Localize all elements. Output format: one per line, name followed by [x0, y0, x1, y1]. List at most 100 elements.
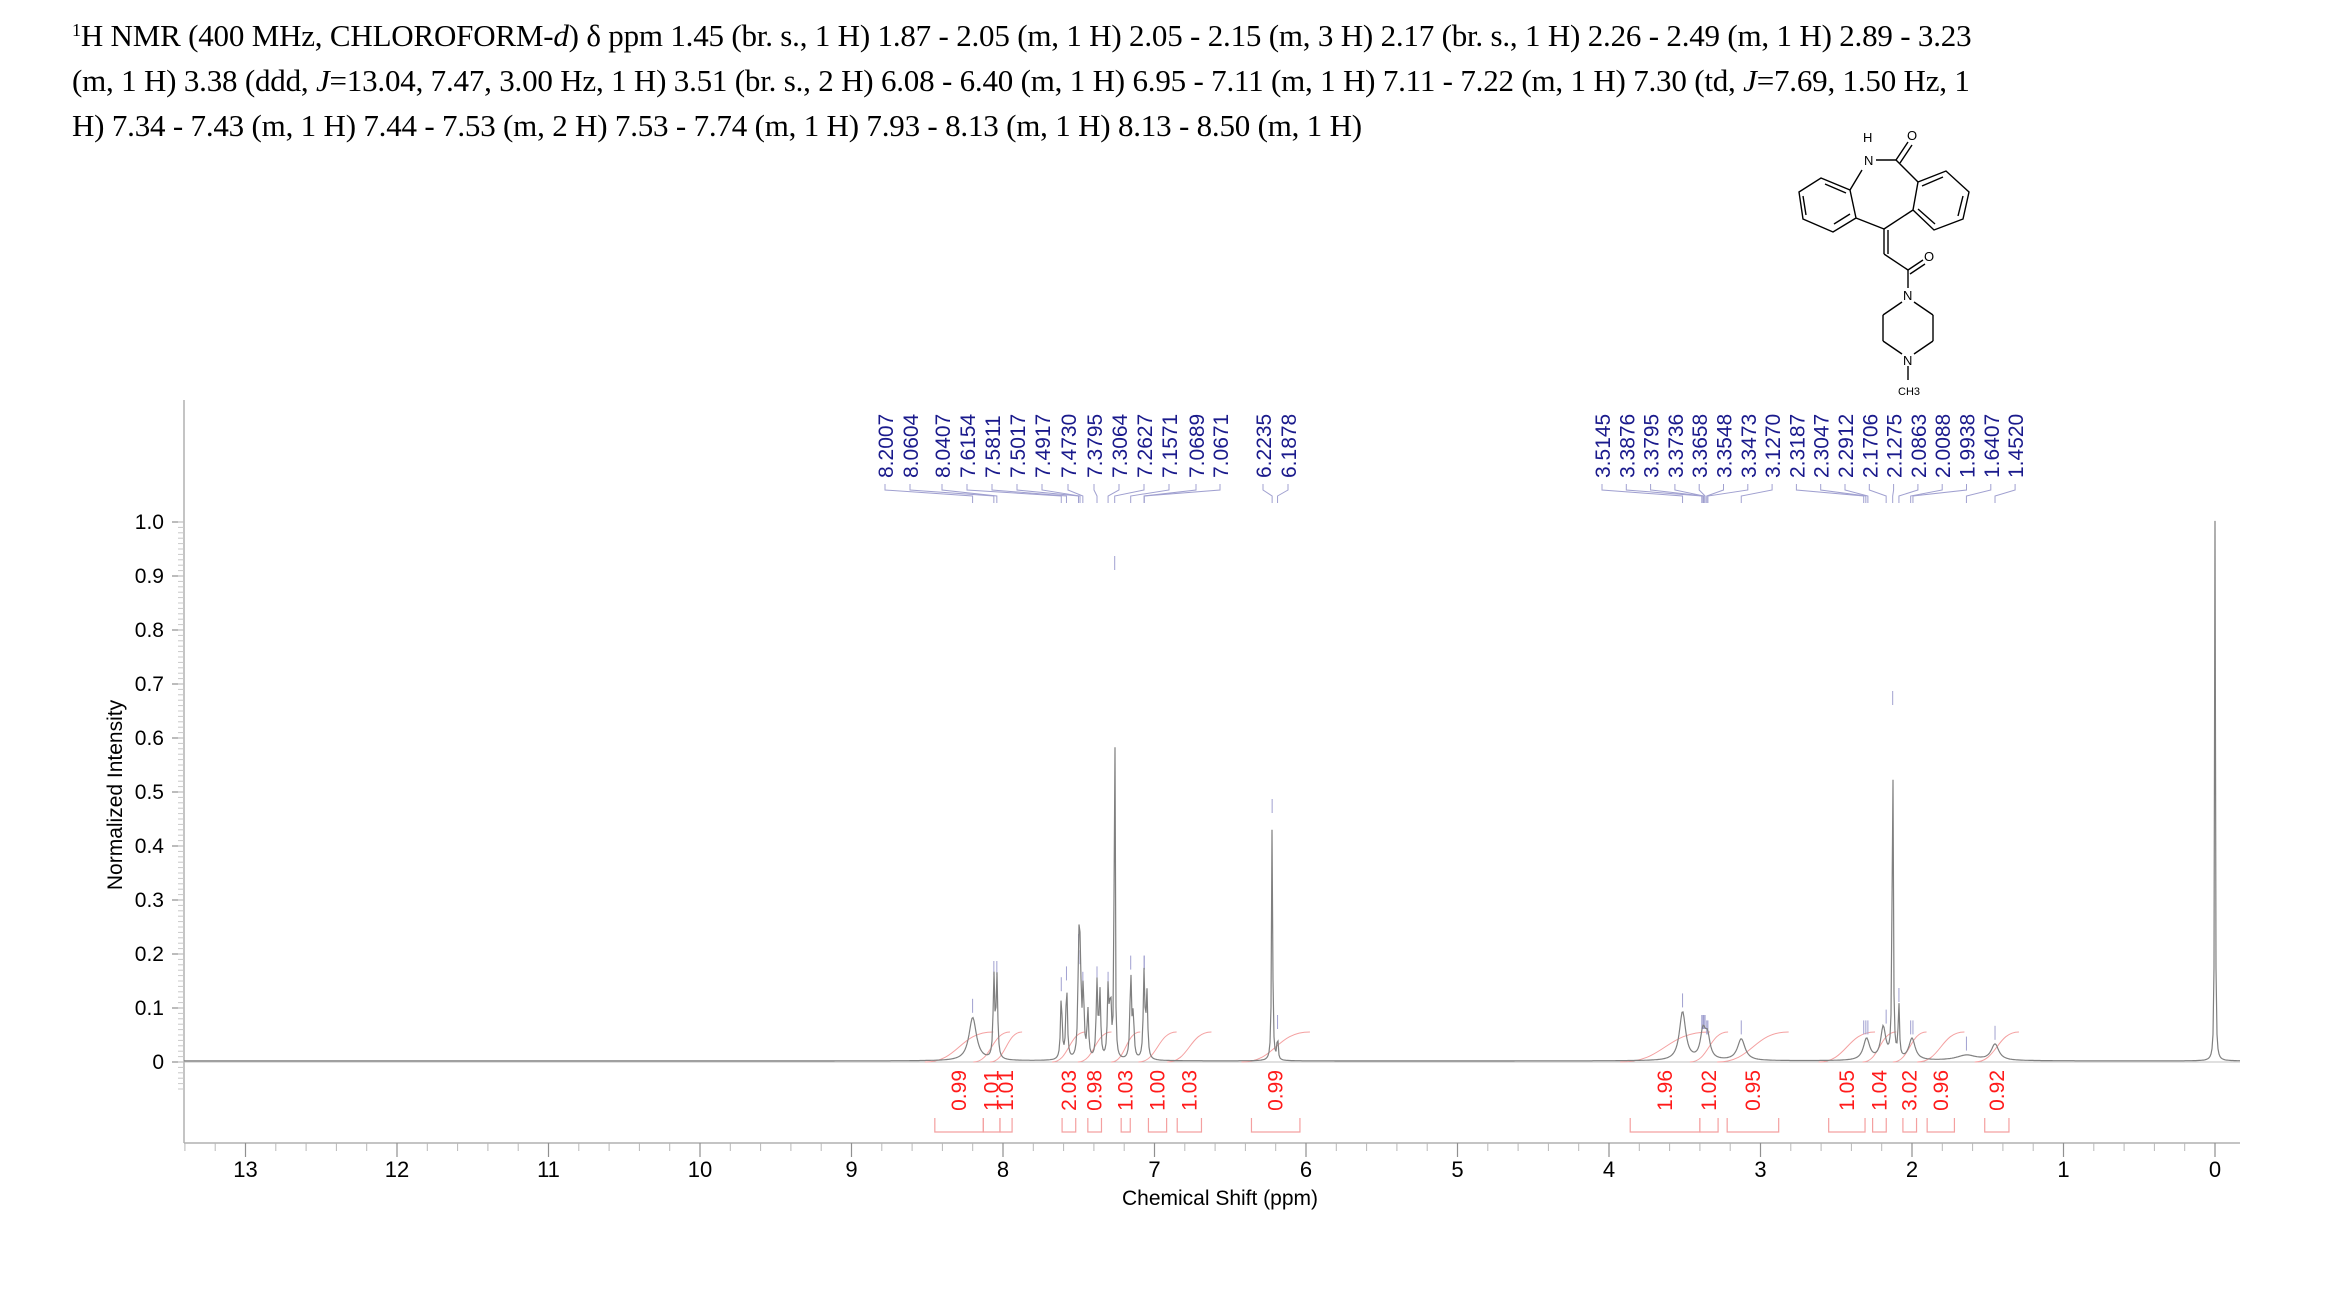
integral-region: 1.03 [1167, 1031, 1212, 1133]
peak-pick-leader [1130, 484, 1170, 503]
peak-pick-labels: 8.2007 8.0604 8.0407 7.6154 7.5811 7.5017 7.49… [875, 413, 2028, 1051]
chemical-structure: H N O O N N CH3 [1798, 128, 1970, 398]
peak-pick-leader [1892, 484, 1895, 503]
peak-pick-label: 3.1270 [1762, 414, 1785, 478]
integral-bracket [1629, 1118, 1701, 1133]
integral-curve [1138, 1031, 1177, 1063]
integral-value: 1.96 [1654, 1070, 1677, 1111]
integral-value: 1.01 [981, 1070, 1004, 1111]
integral-value: 0.99 [1265, 1070, 1288, 1111]
line1-prefix: H NMR (400 MHz, CHLOROFORM- [80, 18, 554, 53]
peak-pick-label: 7.3064 [1109, 413, 1132, 478]
x-tick-label: 6 [1300, 1157, 1312, 1182]
peak-pick-label: 7.2627 [1134, 414, 1157, 478]
integral-curve [1689, 1031, 1729, 1063]
peak-pick-label: 8.0407 [932, 414, 955, 478]
y-tick-label: 0.9 [135, 565, 164, 588]
x-axis-title: Chemical Shift (ppm) [1122, 1187, 1318, 1210]
line2-part-c: =7.69, 1.50 Hz, 1 [1756, 63, 1970, 98]
integral-curve [989, 1031, 1023, 1063]
nmr-description: 1H NMR (400 MHz, CHLOROFORM-d) δ ppm 1.4… [72, 8, 2272, 148]
peak-pick-leader [1625, 484, 1703, 503]
atom-h: H [1863, 130, 1872, 145]
integral-region: 1.03 [1111, 1031, 1141, 1133]
peak-pick-leader [1898, 484, 1919, 503]
integral-curve [1717, 1031, 1789, 1063]
integral-region: 1.02 [1689, 1031, 1729, 1133]
integral-region: 1.01 [989, 1031, 1023, 1133]
peak-pick-label: 7.6154 [957, 413, 980, 478]
peak-pick-label: 2.2912 [1835, 414, 1858, 478]
y-tick-label: 0.7 [135, 673, 164, 696]
peak-pick-leader [1107, 484, 1120, 503]
peak-pick-leader [1910, 484, 1943, 503]
integral-value: 1.04 [1868, 1070, 1891, 1111]
peak-pick-label: 3.3548 [1714, 414, 1737, 478]
integral-region: 1.00 [1138, 1031, 1177, 1133]
integral-value: 1.05 [1836, 1070, 1859, 1111]
integral-bracket [1061, 1118, 1077, 1133]
integral-region: 0.96 [1917, 1031, 1965, 1133]
peak-pick-leader [1820, 484, 1867, 503]
x-tick-label: 13 [233, 1157, 257, 1182]
line2-part-b: =13.04, 7.47, 3.00 Hz, 1 H) 3.51 (br. s.… [329, 63, 1744, 98]
integral-bracket [1828, 1118, 1866, 1133]
integral-bracket [1726, 1118, 1780, 1133]
peak-pick-label: 3.3658 [1689, 414, 1712, 478]
integral-region: 0.99 [1241, 1031, 1310, 1133]
peak-pick-leader [1041, 484, 1081, 503]
peak-pick-leader [1844, 484, 1869, 503]
integral-value: 0.96 [1930, 1070, 1953, 1111]
integral-region: 1.01 [973, 1031, 1011, 1133]
atom-n-piperazine-4: N [1903, 353, 1912, 368]
peak-pick-leader [1965, 484, 1992, 503]
peak-pick-label: 7.4730 [1058, 414, 1081, 478]
peak-pick-label: 8.0604 [900, 413, 923, 478]
integral-region: 3.02 [1892, 1031, 1927, 1133]
integral-bracket [1902, 1118, 1918, 1133]
peak-pick-label: 6.2235 [1253, 414, 1276, 478]
integral-bracket [999, 1118, 1013, 1133]
peak-pick-label: 3.3473 [1738, 414, 1761, 478]
peak-pick-label: 1.4520 [2005, 414, 2028, 478]
peak-pick-label: 1.9938 [1957, 414, 1980, 478]
peak-pick-leader [1868, 484, 1887, 503]
integral-value: 2.03 [1058, 1070, 1081, 1111]
peak-pick-label: 7.4917 [1032, 414, 1055, 478]
peak-pick-leader [1740, 484, 1773, 503]
integral-value: 1.01 [995, 1070, 1018, 1111]
nmr-description-line-2: (m, 1 H) 3.38 (ddd, J=13.04, 7.47, 3.00 … [72, 58, 2272, 103]
spectrum-trace [184, 520, 2240, 1062]
integral-bracket [1926, 1118, 1956, 1133]
x-tick-label: 10 [688, 1157, 712, 1182]
integral-value: 0.99 [948, 1070, 971, 1111]
peak-pick-leader [1277, 484, 1289, 503]
peak-pick-label: 3.3736 [1665, 414, 1688, 478]
coupling-j: J [1743, 63, 1757, 98]
x-tick-label: 0 [2209, 1157, 2221, 1182]
peak-pick-leader [1093, 484, 1098, 503]
integral-curve [1111, 1031, 1141, 1063]
integral-bracket [1147, 1118, 1168, 1133]
integral-bracket [1120, 1118, 1131, 1133]
integral-bracket [1087, 1118, 1103, 1133]
peak-pick-leader [1706, 484, 1724, 503]
peak-pick-label: 3.3876 [1616, 414, 1639, 478]
atom-n-amide: N [1864, 153, 1873, 168]
peak-pick-label: 2.1275 [1884, 414, 1907, 478]
integral-bracket [934, 1118, 984, 1133]
y-axis-title: Normalized Intensity [104, 699, 127, 890]
peak-pick-leader [1674, 484, 1705, 503]
peak-pick-leader [941, 484, 998, 503]
y-tick-label: 0.2 [135, 943, 164, 966]
x-tick-label: 4 [1603, 1157, 1615, 1182]
peak-pick-leader [966, 484, 1062, 503]
integral-regions: 0.99 1.011.01 2.03 0.98 1.03 1.00 1.03 0.99 1.96… [924, 1031, 2019, 1133]
y-tick-label: 0.6 [135, 727, 164, 750]
y-tick-label: 1.0 [135, 511, 164, 534]
peak-pick-leader [1795, 484, 1865, 503]
integral-curve [1241, 1031, 1310, 1063]
integral-value: 3.02 [1899, 1070, 1922, 1111]
peak-pick-label: 6.1878 [1278, 414, 1301, 478]
peak-pick-label: 7.1571 [1159, 414, 1182, 478]
